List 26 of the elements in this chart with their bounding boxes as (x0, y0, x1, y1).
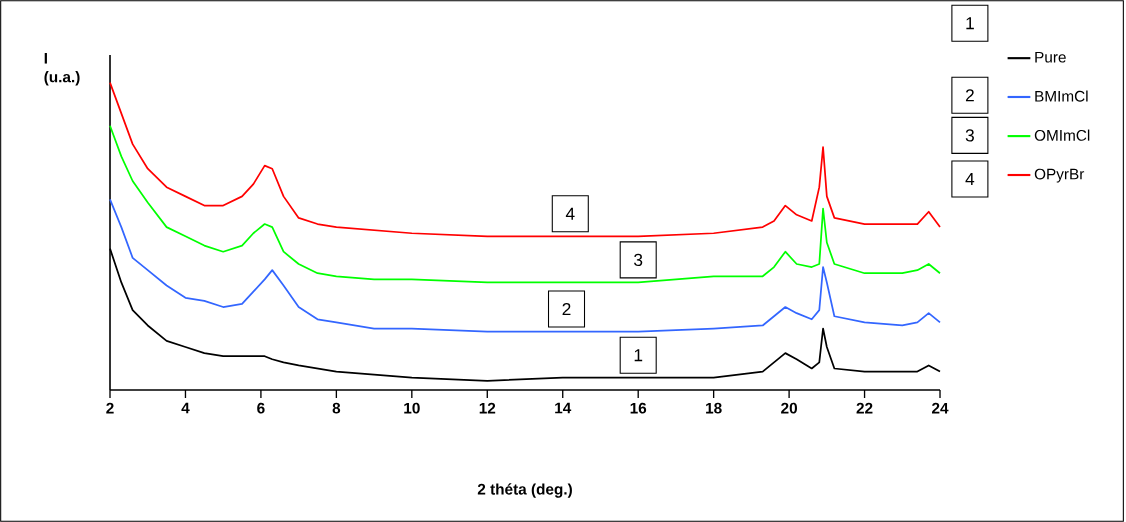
annotation: 3 (634, 253, 643, 267)
x-tick-label: 20 (781, 402, 798, 414)
x-tick-label: 16 (630, 402, 647, 414)
legend-label: OMImCl (1034, 129, 1090, 141)
text: 2 (965, 89, 974, 102)
legend-label: BMImCl (1035, 90, 1088, 102)
x-tick-label: 24 (932, 402, 949, 414)
text: 1 (966, 17, 974, 30)
annotation: 2 (562, 303, 571, 316)
x-tick-label: 8 (332, 402, 341, 414)
x-tick-label: 18 (706, 402, 722, 414)
x-axis-title: 2 théta (deg.) (477, 483, 572, 498)
y-axis-title: I (u.a.) (44, 53, 80, 86)
x-tick-label: 6 (257, 402, 265, 414)
x-tick-label: 2 (106, 402, 114, 414)
annotation: 4 (565, 207, 575, 220)
x-tick-label: 22 (856, 402, 873, 414)
x-tick-label: 12 (479, 402, 496, 414)
annotation: 1 (634, 349, 643, 362)
x-tick-label: 14 (555, 402, 572, 414)
x-tick-label: 4 (181, 402, 190, 414)
text: 3 (965, 129, 974, 142)
legend-label: Pure (1035, 51, 1066, 63)
text: 4 (965, 172, 975, 185)
x-tick-label: 10 (404, 402, 420, 414)
legend-label: OPyrBr (1034, 168, 1085, 183)
